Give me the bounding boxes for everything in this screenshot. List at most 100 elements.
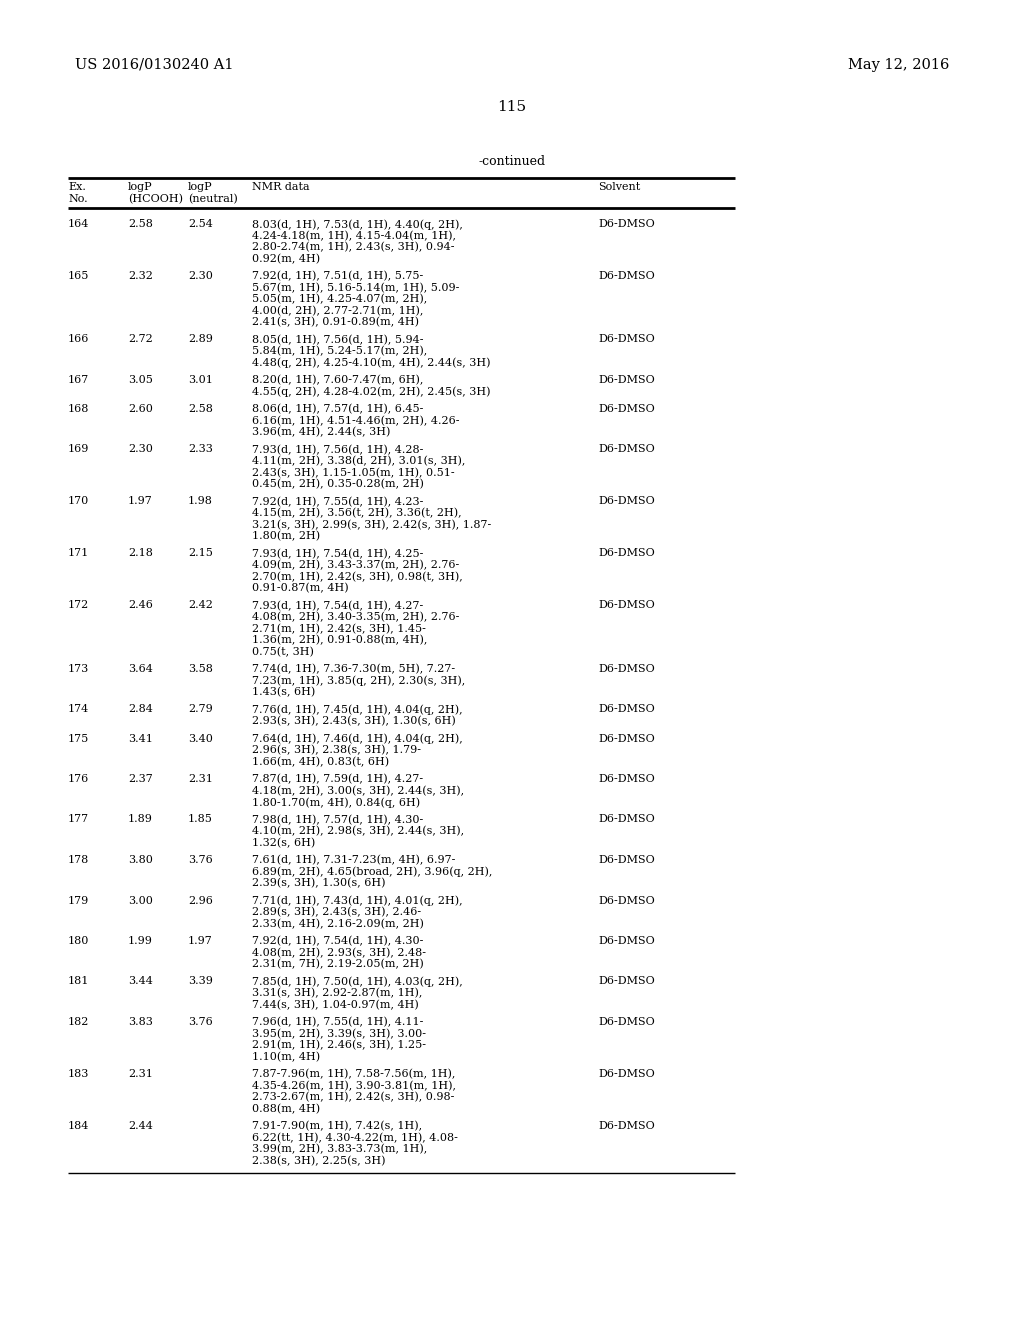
Text: 2.18: 2.18 bbox=[128, 549, 153, 558]
Text: 7.74(d, 1H), 7.36-7.30(m, 5H), 7.27-: 7.74(d, 1H), 7.36-7.30(m, 5H), 7.27- bbox=[252, 664, 455, 675]
Text: 2.31: 2.31 bbox=[188, 774, 213, 784]
Text: 4.09(m, 2H), 3.43-3.37(m, 2H), 2.76-: 4.09(m, 2H), 3.43-3.37(m, 2H), 2.76- bbox=[252, 560, 459, 570]
Text: D6-DMSO: D6-DMSO bbox=[598, 664, 654, 675]
Text: 1.36(m, 2H), 0.91-0.88(m, 4H),: 1.36(m, 2H), 0.91-0.88(m, 4H), bbox=[252, 635, 427, 645]
Text: 0.75(t, 3H): 0.75(t, 3H) bbox=[252, 647, 314, 657]
Text: 180: 180 bbox=[68, 936, 89, 946]
Text: 2.46: 2.46 bbox=[128, 601, 153, 610]
Text: 7.85(d, 1H), 7.50(d, 1H), 4.03(q, 2H),: 7.85(d, 1H), 7.50(d, 1H), 4.03(q, 2H), bbox=[252, 977, 463, 987]
Text: 1.66(m, 4H), 0.83(t, 6H): 1.66(m, 4H), 0.83(t, 6H) bbox=[252, 756, 389, 767]
Text: 7.91-7.90(m, 1H), 7.42(s, 1H),: 7.91-7.90(m, 1H), 7.42(s, 1H), bbox=[252, 1121, 422, 1131]
Text: 2.58: 2.58 bbox=[128, 219, 153, 228]
Text: 182: 182 bbox=[68, 1016, 89, 1027]
Text: 167: 167 bbox=[68, 375, 89, 385]
Text: 4.08(m, 2H), 3.40-3.35(m, 2H), 2.76-: 4.08(m, 2H), 3.40-3.35(m, 2H), 2.76- bbox=[252, 612, 460, 622]
Text: 3.21(s, 3H), 2.99(s, 3H), 2.42(s, 3H), 1.87-: 3.21(s, 3H), 2.99(s, 3H), 2.42(s, 3H), 1… bbox=[252, 520, 492, 529]
Text: D6-DMSO: D6-DMSO bbox=[598, 496, 654, 507]
Text: 3.96(m, 4H), 2.44(s, 3H): 3.96(m, 4H), 2.44(s, 3H) bbox=[252, 426, 390, 437]
Text: 2.89: 2.89 bbox=[188, 334, 213, 345]
Text: 0.88(m, 4H): 0.88(m, 4H) bbox=[252, 1104, 321, 1114]
Text: 2.70(m, 1H), 2.42(s, 3H), 0.98(t, 3H),: 2.70(m, 1H), 2.42(s, 3H), 0.98(t, 3H), bbox=[252, 572, 463, 582]
Text: 2.60: 2.60 bbox=[128, 404, 153, 414]
Text: 3.44: 3.44 bbox=[128, 977, 153, 986]
Text: 4.55(q, 2H), 4.28-4.02(m, 2H), 2.45(s, 3H): 4.55(q, 2H), 4.28-4.02(m, 2H), 2.45(s, 3… bbox=[252, 387, 490, 397]
Text: 1.80-1.70(m, 4H), 0.84(q, 6H): 1.80-1.70(m, 4H), 0.84(q, 6H) bbox=[252, 797, 420, 808]
Text: D6-DMSO: D6-DMSO bbox=[598, 271, 654, 281]
Text: D6-DMSO: D6-DMSO bbox=[598, 334, 654, 345]
Text: 0.45(m, 2H), 0.35-0.28(m, 2H): 0.45(m, 2H), 0.35-0.28(m, 2H) bbox=[252, 479, 424, 490]
Text: 1.89: 1.89 bbox=[128, 814, 153, 825]
Text: 2.33: 2.33 bbox=[188, 445, 213, 454]
Text: 7.64(d, 1H), 7.46(d, 1H), 4.04(q, 2H),: 7.64(d, 1H), 7.46(d, 1H), 4.04(q, 2H), bbox=[252, 734, 463, 744]
Text: 3.00: 3.00 bbox=[128, 895, 153, 906]
Text: 1.32(s, 6H): 1.32(s, 6H) bbox=[252, 837, 315, 847]
Text: D6-DMSO: D6-DMSO bbox=[598, 1016, 654, 1027]
Text: 2.30: 2.30 bbox=[128, 445, 153, 454]
Text: 3.99(m, 2H), 3.83-3.73(m, 1H),: 3.99(m, 2H), 3.83-3.73(m, 1H), bbox=[252, 1144, 427, 1155]
Text: 2.39(s, 3H), 1.30(s, 6H): 2.39(s, 3H), 1.30(s, 6H) bbox=[252, 878, 385, 888]
Text: 0.92(m, 4H): 0.92(m, 4H) bbox=[252, 253, 321, 264]
Text: 4.18(m, 2H), 3.00(s, 3H), 2.44(s, 3H),: 4.18(m, 2H), 3.00(s, 3H), 2.44(s, 3H), bbox=[252, 785, 464, 796]
Text: 4.08(m, 2H), 2.93(s, 3H), 2.48-: 4.08(m, 2H), 2.93(s, 3H), 2.48- bbox=[252, 948, 426, 958]
Text: 3.01: 3.01 bbox=[188, 375, 213, 385]
Text: 0.91-0.87(m, 4H): 0.91-0.87(m, 4H) bbox=[252, 583, 348, 594]
Text: D6-DMSO: D6-DMSO bbox=[598, 549, 654, 558]
Text: 2.54: 2.54 bbox=[188, 219, 213, 228]
Text: 3.83: 3.83 bbox=[128, 1016, 153, 1027]
Text: 2.80-2.74(m, 1H), 2.43(s, 3H), 0.94-: 2.80-2.74(m, 1H), 2.43(s, 3H), 0.94- bbox=[252, 242, 455, 252]
Text: (HCOOH): (HCOOH) bbox=[128, 194, 183, 203]
Text: 3.31(s, 3H), 2.92-2.87(m, 1H),: 3.31(s, 3H), 2.92-2.87(m, 1H), bbox=[252, 987, 422, 998]
Text: D6-DMSO: D6-DMSO bbox=[598, 895, 654, 906]
Text: 2.93(s, 3H), 2.43(s, 3H), 1.30(s, 6H): 2.93(s, 3H), 2.43(s, 3H), 1.30(s, 6H) bbox=[252, 715, 456, 726]
Text: 115: 115 bbox=[498, 100, 526, 114]
Text: 164: 164 bbox=[68, 219, 89, 228]
Text: No.: No. bbox=[68, 194, 88, 203]
Text: 179: 179 bbox=[68, 895, 89, 906]
Text: 4.11(m, 2H), 3.38(d, 2H), 3.01(s, 3H),: 4.11(m, 2H), 3.38(d, 2H), 3.01(s, 3H), bbox=[252, 455, 465, 466]
Text: 7.92(d, 1H), 7.55(d, 1H), 4.23-: 7.92(d, 1H), 7.55(d, 1H), 4.23- bbox=[252, 496, 423, 507]
Text: 7.93(d, 1H), 7.56(d, 1H), 4.28-: 7.93(d, 1H), 7.56(d, 1H), 4.28- bbox=[252, 445, 423, 455]
Text: 4.24-4.18(m, 1H), 4.15-4.04(m, 1H),: 4.24-4.18(m, 1H), 4.15-4.04(m, 1H), bbox=[252, 231, 456, 240]
Text: 4.35-4.26(m, 1H), 3.90-3.81(m, 1H),: 4.35-4.26(m, 1H), 3.90-3.81(m, 1H), bbox=[252, 1081, 456, 1090]
Text: 7.87-7.96(m, 1H), 7.58-7.56(m, 1H),: 7.87-7.96(m, 1H), 7.58-7.56(m, 1H), bbox=[252, 1069, 456, 1080]
Text: 184: 184 bbox=[68, 1121, 89, 1131]
Text: 168: 168 bbox=[68, 404, 89, 414]
Text: 2.91(m, 1H), 2.46(s, 3H), 1.25-: 2.91(m, 1H), 2.46(s, 3H), 1.25- bbox=[252, 1040, 426, 1051]
Text: D6-DMSO: D6-DMSO bbox=[598, 219, 654, 228]
Text: 172: 172 bbox=[68, 601, 89, 610]
Text: 2.96: 2.96 bbox=[188, 895, 213, 906]
Text: 1.10(m, 4H): 1.10(m, 4H) bbox=[252, 1052, 321, 1061]
Text: 5.84(m, 1H), 5.24-5.17(m, 2H),: 5.84(m, 1H), 5.24-5.17(m, 2H), bbox=[252, 346, 427, 356]
Text: D6-DMSO: D6-DMSO bbox=[598, 705, 654, 714]
Text: 4.00(d, 2H), 2.77-2.71(m, 1H),: 4.00(d, 2H), 2.77-2.71(m, 1H), bbox=[252, 305, 423, 315]
Text: NMR data: NMR data bbox=[252, 182, 309, 191]
Text: 176: 176 bbox=[68, 774, 89, 784]
Text: 2.84: 2.84 bbox=[128, 705, 153, 714]
Text: 6.89(m, 2H), 4.65(broad, 2H), 3.96(q, 2H),: 6.89(m, 2H), 4.65(broad, 2H), 3.96(q, 2H… bbox=[252, 866, 493, 876]
Text: 2.71(m, 1H), 2.42(s, 3H), 1.45-: 2.71(m, 1H), 2.42(s, 3H), 1.45- bbox=[252, 623, 426, 634]
Text: 7.96(d, 1H), 7.55(d, 1H), 4.11-: 7.96(d, 1H), 7.55(d, 1H), 4.11- bbox=[252, 1016, 423, 1027]
Text: 2.31: 2.31 bbox=[128, 1069, 153, 1078]
Text: D6-DMSO: D6-DMSO bbox=[598, 734, 654, 743]
Text: 165: 165 bbox=[68, 271, 89, 281]
Text: 7.71(d, 1H), 7.43(d, 1H), 4.01(q, 2H),: 7.71(d, 1H), 7.43(d, 1H), 4.01(q, 2H), bbox=[252, 895, 463, 906]
Text: logP: logP bbox=[188, 182, 213, 191]
Text: 8.20(d, 1H), 7.60-7.47(m, 6H),: 8.20(d, 1H), 7.60-7.47(m, 6H), bbox=[252, 375, 423, 385]
Text: 2.32: 2.32 bbox=[128, 271, 153, 281]
Text: 4.10(m, 2H), 2.98(s, 3H), 2.44(s, 3H),: 4.10(m, 2H), 2.98(s, 3H), 2.44(s, 3H), bbox=[252, 826, 464, 837]
Text: 2.41(s, 3H), 0.91-0.89(m, 4H): 2.41(s, 3H), 0.91-0.89(m, 4H) bbox=[252, 317, 419, 327]
Text: 2.33(m, 4H), 2.16-2.09(m, 2H): 2.33(m, 4H), 2.16-2.09(m, 2H) bbox=[252, 919, 424, 929]
Text: 1.85: 1.85 bbox=[188, 814, 213, 825]
Text: 2.58: 2.58 bbox=[188, 404, 213, 414]
Text: 3.80: 3.80 bbox=[128, 855, 153, 865]
Text: 3.58: 3.58 bbox=[188, 664, 213, 675]
Text: 2.96(s, 3H), 2.38(s, 3H), 1.79-: 2.96(s, 3H), 2.38(s, 3H), 1.79- bbox=[252, 744, 421, 755]
Text: 7.93(d, 1H), 7.54(d, 1H), 4.25-: 7.93(d, 1H), 7.54(d, 1H), 4.25- bbox=[252, 549, 423, 558]
Text: 3.76: 3.76 bbox=[188, 855, 213, 865]
Text: May 12, 2016: May 12, 2016 bbox=[848, 58, 949, 73]
Text: 183: 183 bbox=[68, 1069, 89, 1078]
Text: 171: 171 bbox=[68, 549, 89, 558]
Text: 2.79: 2.79 bbox=[188, 705, 213, 714]
Text: 7.92(d, 1H), 7.54(d, 1H), 4.30-: 7.92(d, 1H), 7.54(d, 1H), 4.30- bbox=[252, 936, 423, 946]
Text: 7.23(m, 1H), 3.85(q, 2H), 2.30(s, 3H),: 7.23(m, 1H), 3.85(q, 2H), 2.30(s, 3H), bbox=[252, 676, 465, 686]
